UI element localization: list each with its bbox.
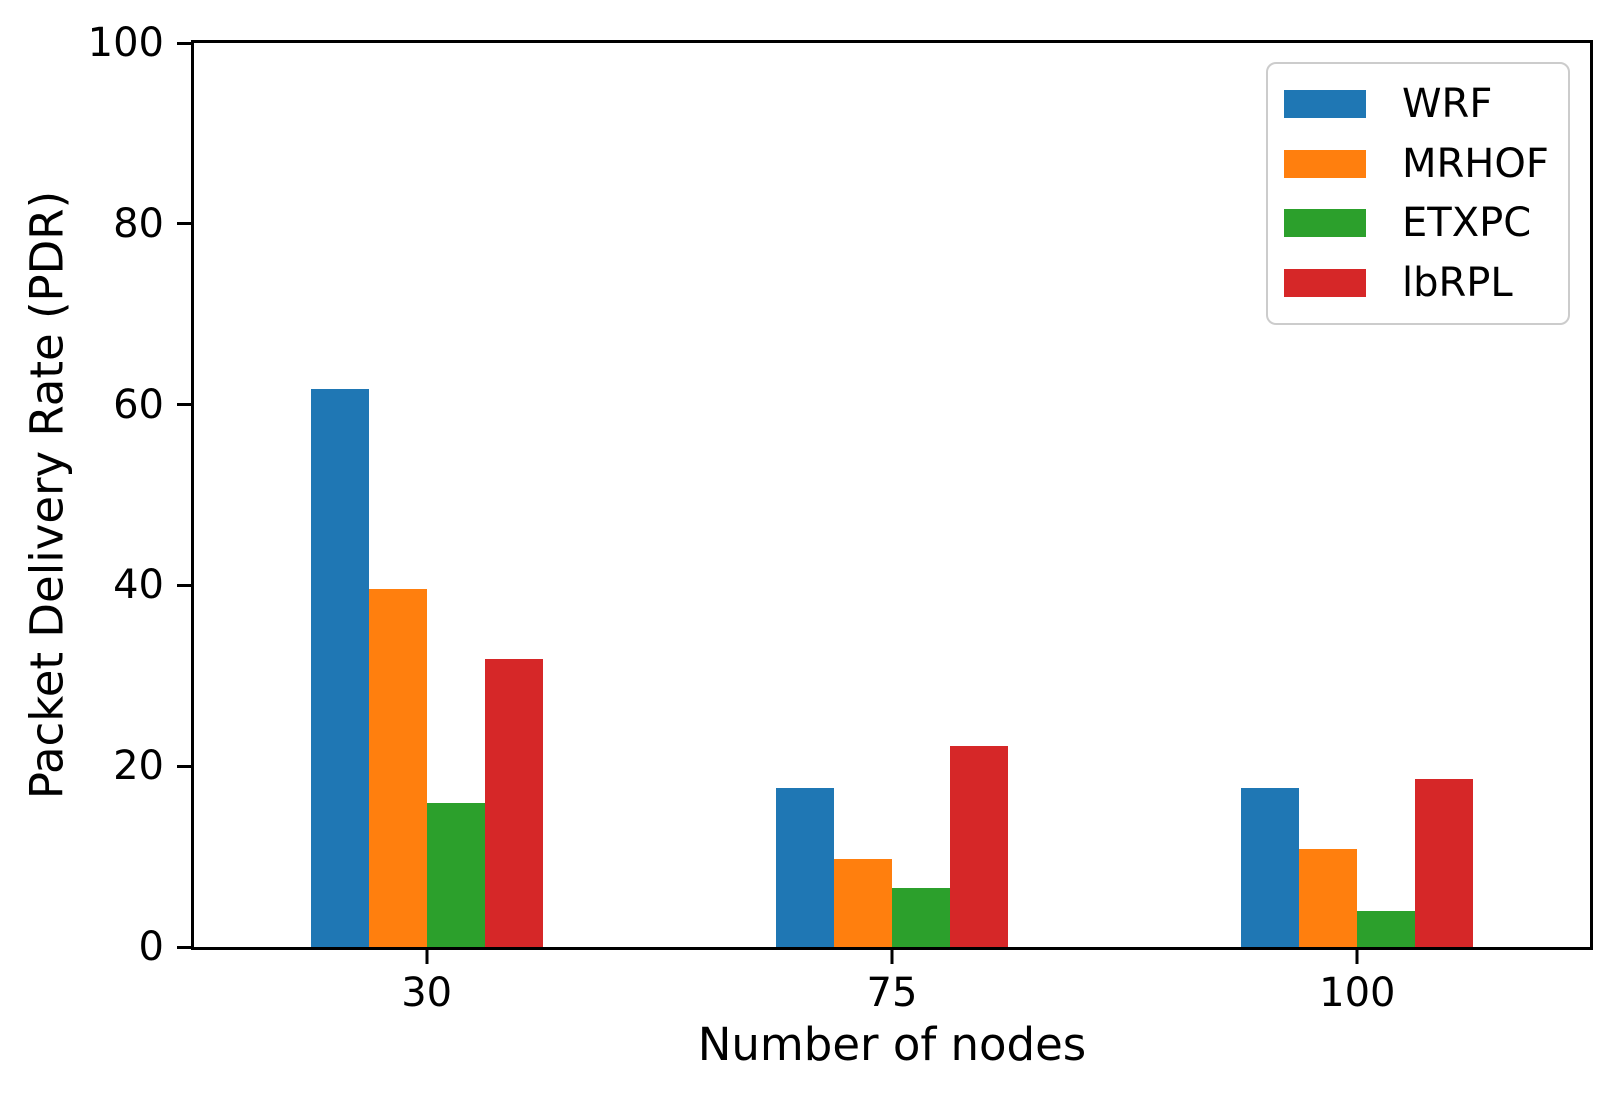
bar-wrf-30	[310, 389, 369, 947]
bar-etxpc-30	[426, 803, 485, 947]
y-axis-label: Packet Delivery Rate (PDR)	[20, 190, 74, 800]
legend-swatch-wrf	[1284, 89, 1366, 118]
legend-row-mrhof: MRHOF	[1284, 144, 1558, 184]
bar-mrhof-30	[368, 589, 427, 947]
bar-etxpc-75	[892, 888, 950, 947]
legend-label-mrhof: MRHOF	[1402, 140, 1549, 187]
bar-mrhof-100	[1299, 849, 1358, 947]
y-axis-tick	[177, 222, 191, 226]
legend-row-lbrpl: lbRPL	[1284, 263, 1558, 303]
x-axis-tick-label: 30	[401, 970, 453, 1016]
x-axis-tick	[425, 950, 429, 964]
legend-swatch-lbrpl	[1284, 269, 1366, 298]
x-axis-tick	[1355, 950, 1359, 964]
bar-lbrpl-30	[484, 658, 543, 947]
y-axis-tick-label: 0	[138, 924, 164, 970]
bar-mrhof-75	[834, 859, 892, 947]
legend-row-wrf: WRF	[1284, 84, 1558, 124]
y-axis-tick-label: 40	[113, 562, 164, 609]
y-axis-tick-label: 80	[113, 200, 164, 247]
legend: WRF MRHOF ETXPC lbRPL	[1266, 62, 1570, 325]
bar-lbrpl-75	[950, 746, 1008, 947]
bar-lbrpl-100	[1415, 778, 1474, 947]
y-axis-tick	[177, 945, 191, 949]
x-axis-tick	[890, 950, 894, 964]
y-axis-tick-label: 20	[113, 743, 164, 790]
legend-row-etxpc: ETXPC	[1284, 203, 1558, 243]
x-axis-label: Number of nodes	[697, 1018, 1087, 1071]
bar-wrf-100	[1241, 787, 1300, 947]
y-axis-tick	[177, 403, 191, 407]
x-axis-tick-label: 100	[1319, 970, 1396, 1016]
plot-area: WRF MRHOF ETXPC lbRPL 0 20 40 60 80 100 30 75 100	[88, 23, 1593, 1013]
y-axis-tick	[177, 41, 191, 45]
y-axis-tick-label: 60	[113, 381, 164, 428]
bar-wrf-75	[776, 787, 834, 947]
legend-label-etxpc: ETXPC	[1402, 200, 1532, 247]
legend-label-lbrpl: lbRPL	[1402, 260, 1513, 307]
y-axis-tick	[177, 764, 191, 768]
bar-etxpc-100	[1357, 910, 1416, 947]
x-axis-tick-label: 75	[866, 970, 918, 1016]
legend-label-wrf: WRF	[1402, 80, 1493, 127]
legend-swatch-etxpc	[1284, 209, 1366, 238]
y-axis-tick	[177, 583, 191, 587]
y-axis-tick-label: 100	[87, 20, 164, 66]
legend-swatch-mrhof	[1284, 149, 1366, 178]
